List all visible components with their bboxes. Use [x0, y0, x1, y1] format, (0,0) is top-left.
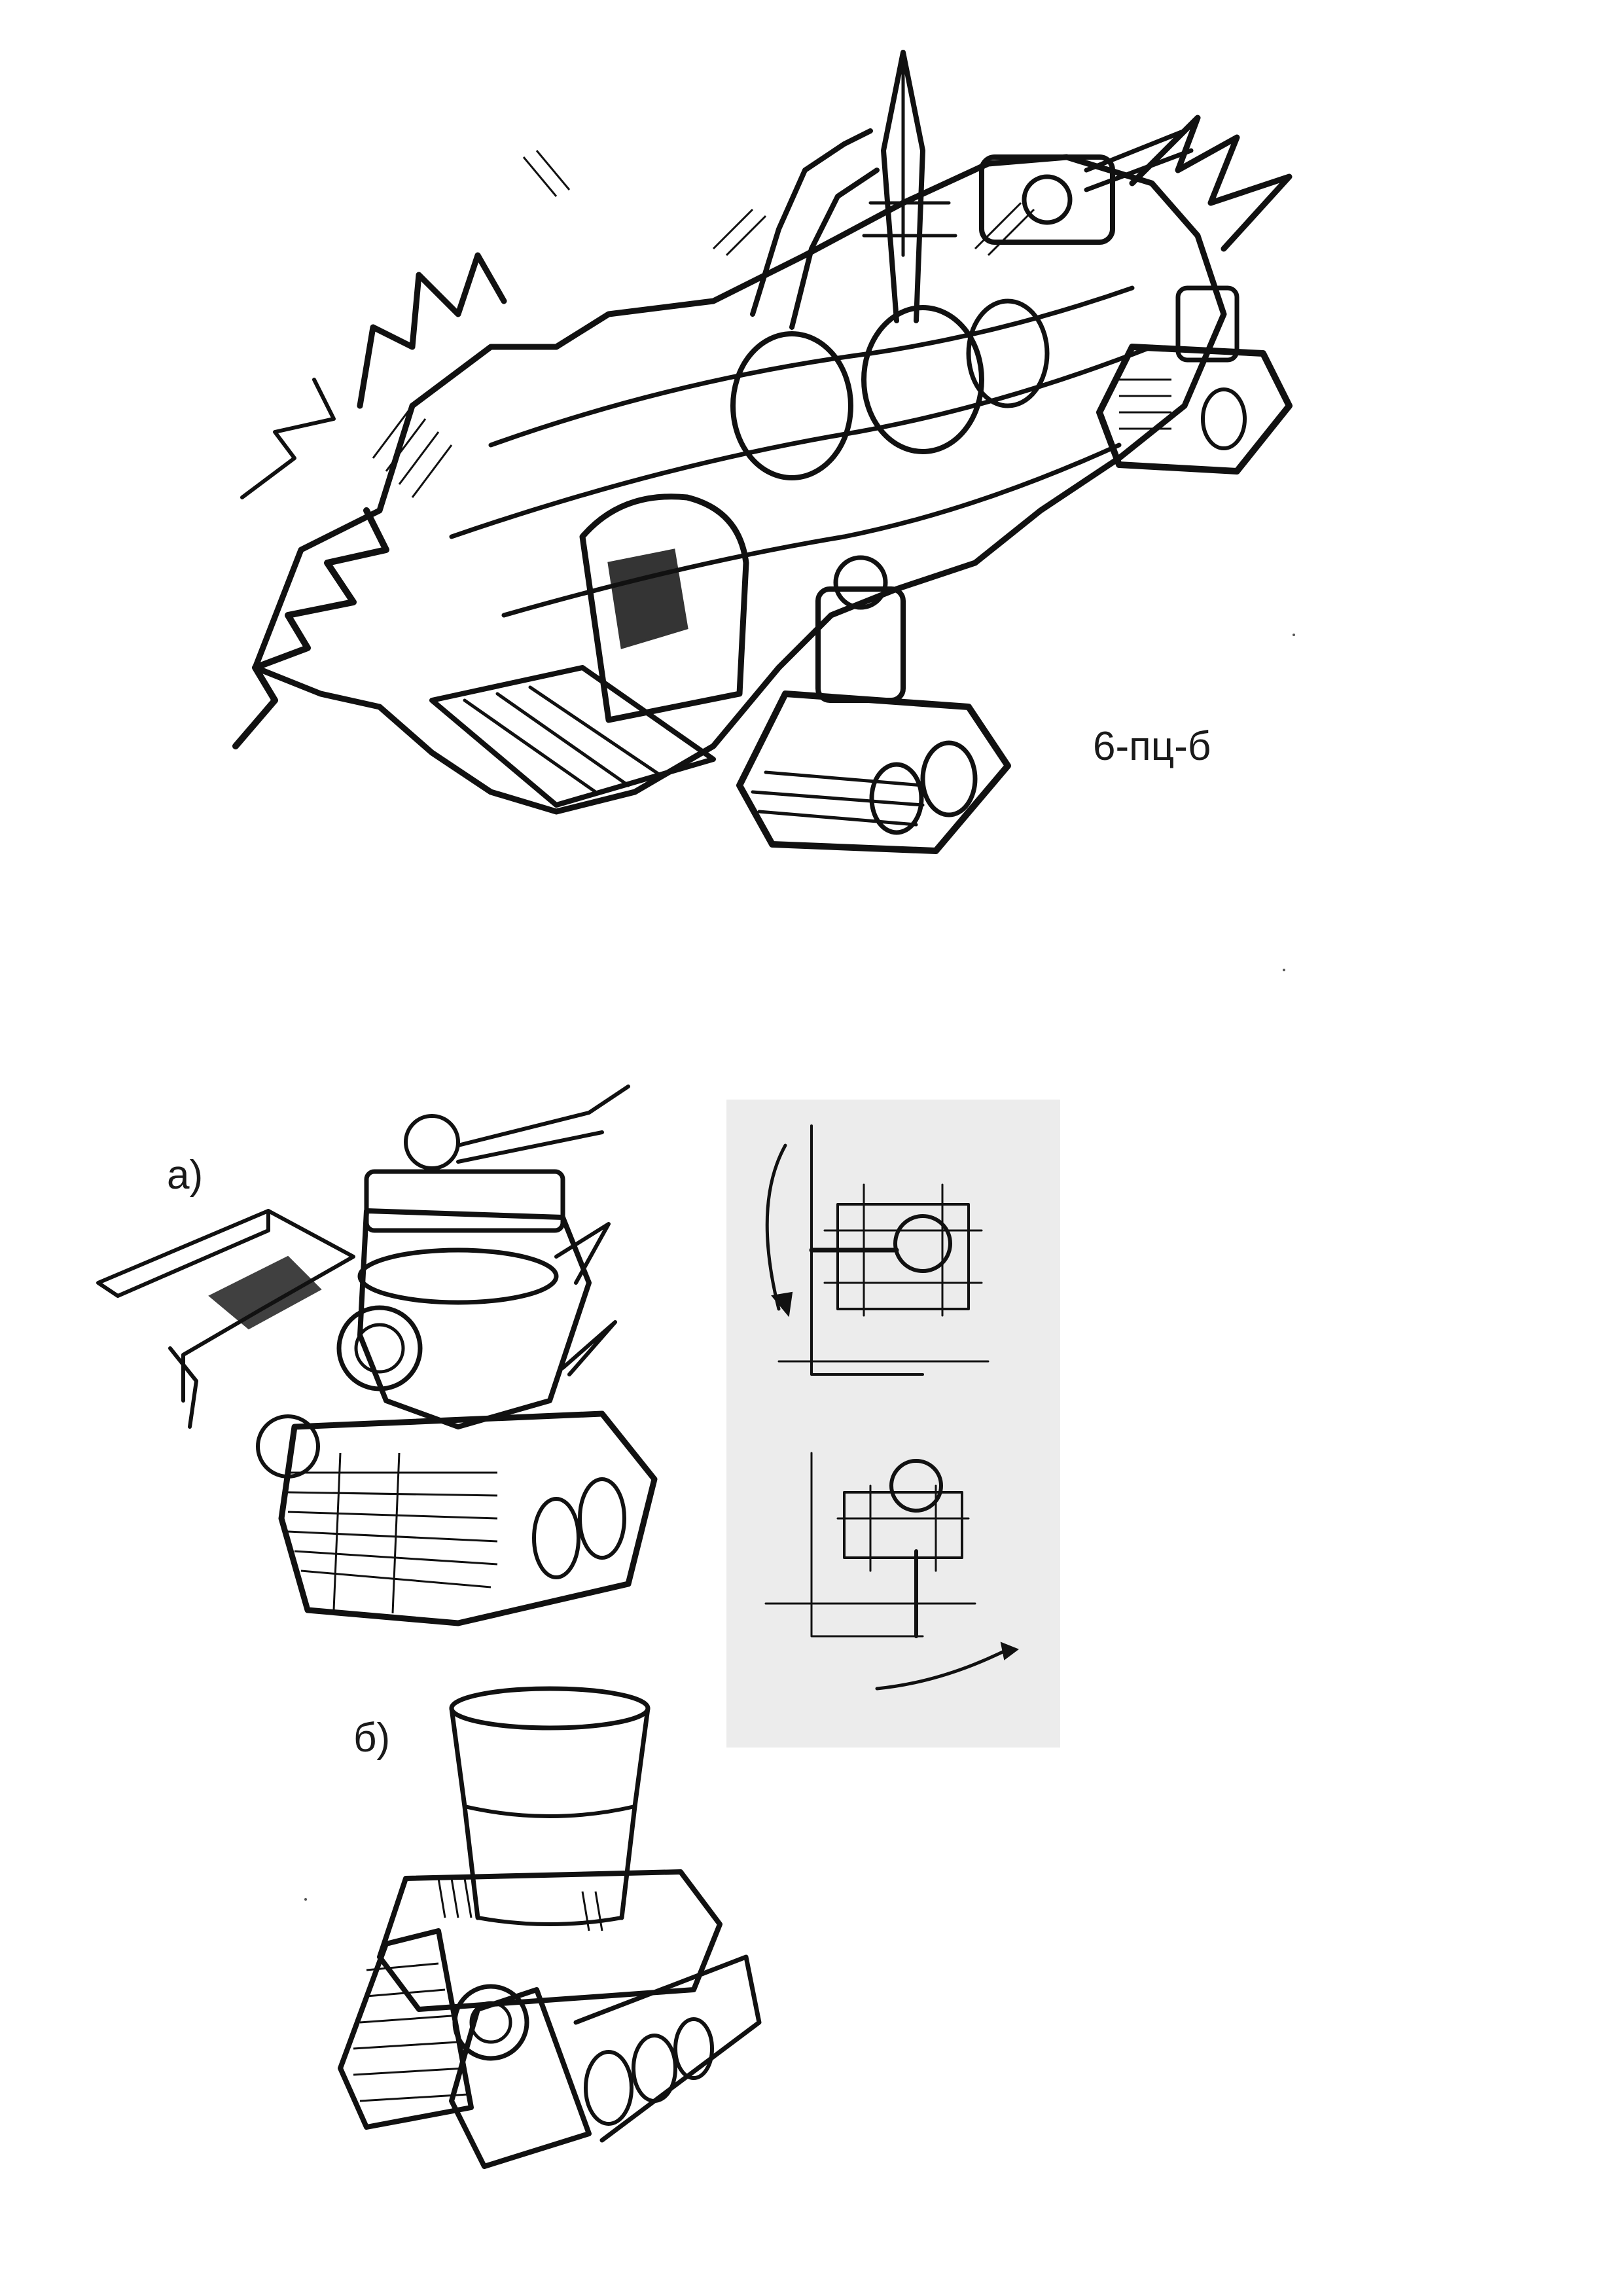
main-vehicle-sketch	[216, 39, 1329, 969]
variant-a-label: а)	[167, 1153, 204, 1198]
variant-a-sketch	[92, 1060, 707, 1636]
variant-b-sketch	[327, 1682, 785, 2186]
scan-speck	[304, 1898, 307, 1901]
scan-speck	[1283, 969, 1285, 971]
variant-b-label: б)	[353, 1715, 391, 1761]
main-sketch-code-label: 6-пц-б	[1093, 724, 1211, 769]
rotation-diagram-panel	[726, 1100, 1060, 1748]
scan-speck	[1293, 634, 1295, 636]
